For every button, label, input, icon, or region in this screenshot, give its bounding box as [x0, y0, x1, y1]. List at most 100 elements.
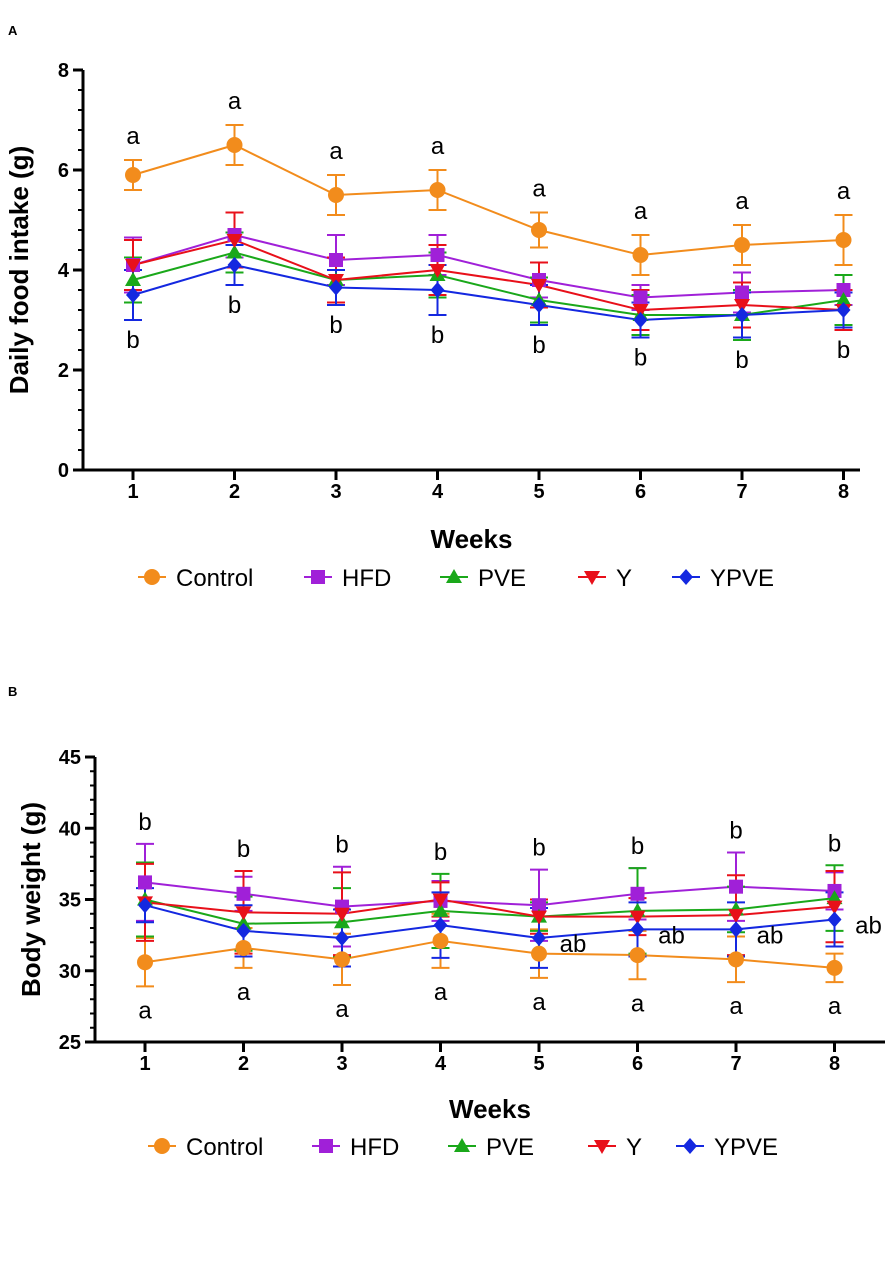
panel-b-significance-ypve: ab	[560, 931, 587, 958]
panel-a-legend-item-pve: PVE	[440, 565, 526, 592]
panel-a-significance-above: a	[228, 88, 242, 115]
panel-b-y-point	[826, 900, 843, 915]
panel-a-legend-label: HFD	[342, 565, 391, 592]
panel-b-y-line	[144, 898, 835, 918]
panel-a-ypve-point	[836, 302, 851, 318]
panel-b-significance-ypve: ab	[757, 922, 784, 949]
panel-a-hfd-point	[329, 253, 343, 267]
panel-b-legend-label: HFD	[350, 1134, 399, 1161]
panel-b-label: B	[8, 684, 17, 699]
panel-b-hfd-line	[144, 881, 835, 908]
panel-b-control-point	[432, 932, 449, 949]
panel-b-control-point	[826, 959, 843, 976]
panel-b-significance-below: a	[828, 993, 842, 1020]
panel-a-pve-point	[125, 272, 141, 286]
panel-a-legend-swatch-marker	[144, 569, 160, 585]
panel-b-hfd-point	[138, 875, 152, 890]
panel-a-x-tick-label: 2	[229, 481, 240, 503]
panel-a-significance-below: b	[431, 322, 444, 349]
panel-b-legend-swatch-marker	[154, 1138, 170, 1154]
panel-a-significance-above: a	[431, 133, 445, 160]
panel-a-significance-above: a	[634, 198, 648, 225]
panel-a-x-tick-label: 6	[635, 481, 646, 503]
panel-b-significance-below: a	[532, 989, 546, 1016]
panel-a-pve-point	[835, 292, 852, 306]
panel-b-significance-above: b	[532, 835, 545, 862]
panel-b-legend-item-ypve: YPVE	[676, 1134, 778, 1161]
panel-a-x-tick-label: 5	[533, 481, 544, 503]
panel-b-significance-above: b	[631, 833, 644, 860]
panel-b-y-tick-label: 45	[59, 747, 81, 769]
panel-b-y-point	[432, 893, 449, 908]
panel-b-significance-below: a	[729, 993, 743, 1020]
panel-b-significance-below: a	[631, 990, 645, 1017]
panel-b-control-point	[531, 945, 547, 962]
panel-b-control-line	[144, 939, 835, 969]
panel-a-hfd-point	[836, 283, 851, 297]
panel-b-ypve-point	[433, 917, 448, 934]
panel-b-legend-label: Control	[186, 1134, 263, 1161]
panel-a-significance-below: b	[126, 327, 139, 354]
panel-a-legend-label: Control	[176, 565, 253, 592]
panel-a-ypve-point	[430, 282, 445, 298]
panel-b-y-point	[728, 909, 744, 924]
panel-b-pve-point	[432, 902, 449, 917]
panel-a-x-tick-label: 8	[838, 481, 849, 503]
panel-b-ypve-point	[532, 929, 546, 946]
panel-a-y-point	[531, 279, 547, 293]
panel-a-y-line	[132, 238, 844, 312]
panel-b-control-point	[235, 939, 252, 956]
panel-a-legend: Control HFD PVE Y YPVE	[138, 565, 774, 592]
panel-b-y-point	[235, 906, 252, 921]
panel-a-ypve-point	[329, 279, 343, 296]
panel-b-x-tick-label: 2	[238, 1053, 249, 1075]
panel-a-control-point	[328, 187, 344, 203]
panel-b-significance-above: b	[434, 839, 447, 866]
panel-a-legend-item-hfd: HFD	[304, 565, 391, 592]
panel-b-hfd-point	[532, 898, 546, 913]
panel-a-significance-below: b	[228, 292, 241, 319]
panel-b-x-axis-title: Weeks	[449, 1094, 531, 1124]
panel-b-y-tick-label: 40	[59, 818, 81, 840]
panel-a-control-point	[835, 232, 852, 248]
panel-b-legend-item-control: Control	[148, 1134, 263, 1161]
panel-b-hfd-point	[236, 886, 251, 901]
panel-b-legend-item-hfd: HFD	[312, 1134, 399, 1161]
panel-a-significance-below: b	[735, 347, 748, 374]
panel-b-y-tick-label: 25	[59, 1032, 81, 1054]
panel-a-control-point	[226, 137, 243, 153]
panel-a-legend-label: PVE	[478, 565, 526, 592]
panel-b-hfd-point	[630, 886, 645, 901]
panel-a-food-intake-chart: A 0 2 4 6 8 1 2 3 4 5 6 7 8 Weeks Daily food intake (g)…	[4, 23, 860, 592]
panel-b-control-point	[728, 951, 744, 968]
panel-b-control-point	[137, 954, 153, 971]
panel-a-legend-swatch-marker	[446, 569, 462, 583]
panel-a-legend-item-control: Control	[138, 565, 253, 592]
panel-a-y-tick-label: 8	[58, 60, 69, 82]
panel-b-legend-swatch-marker	[454, 1138, 470, 1152]
panel-a-legend-swatch-marker	[679, 569, 693, 585]
panel-b-hfd-point	[729, 879, 743, 894]
panel-a-y-axis-title: Daily food intake (g)	[4, 146, 34, 394]
panel-b-significance-below: a	[138, 997, 152, 1024]
panel-a-x-tick-label: 7	[736, 481, 747, 503]
panel-b-legend-swatch-marker	[319, 1139, 333, 1153]
panel-b-legend-label: PVE	[486, 1134, 534, 1161]
panel-a-significance-below: b	[329, 312, 342, 339]
panel-a-legend-label: Y	[616, 565, 632, 592]
panel-a-x-tick-label: 3	[330, 481, 341, 503]
panel-b-legend-label: Y	[626, 1134, 642, 1161]
panel-b-legend-swatch-marker	[594, 1140, 610, 1154]
panel-b-ypve-point	[236, 922, 251, 939]
panel-b-control-point	[629, 947, 646, 964]
panel-b-significance-below: a	[237, 979, 251, 1006]
panel-b-significance-above: b	[828, 830, 841, 857]
panel-a-x-tick-label: 4	[432, 481, 444, 503]
panel-a-significance-above: a	[329, 138, 343, 165]
panel-a-ypve-point	[126, 287, 140, 303]
panel-a-y-tick-label: 2	[58, 360, 69, 382]
panel-a-hfd-point	[735, 285, 749, 300]
panel-a-y-point	[734, 299, 750, 313]
panel-a-ypve-point	[532, 297, 546, 313]
